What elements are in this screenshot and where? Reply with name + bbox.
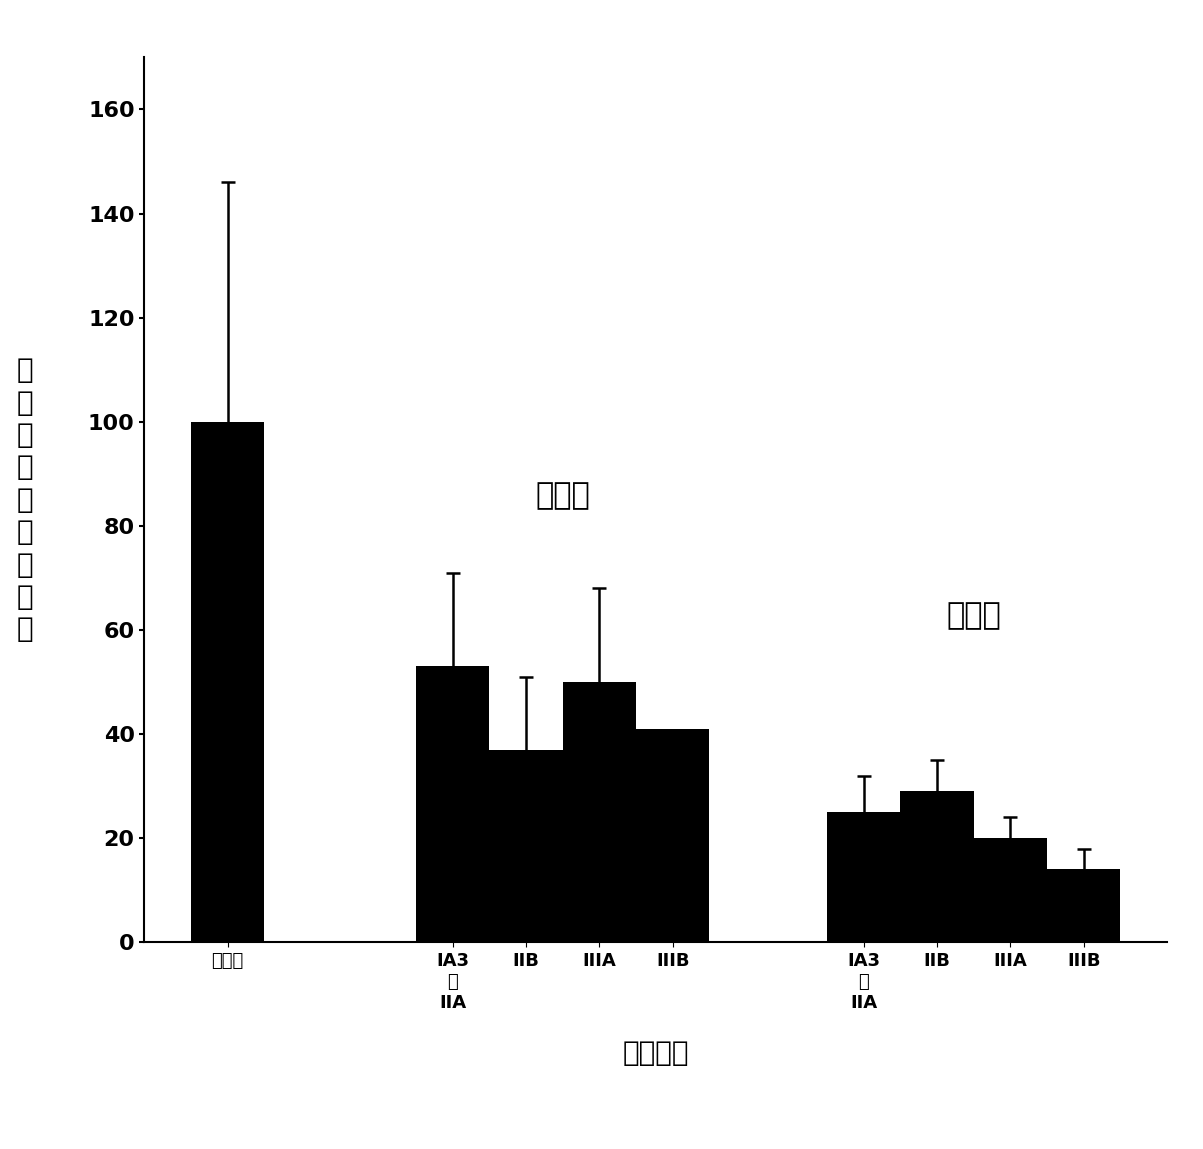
Text: 肺鳞癌: 肺鳞癌	[947, 601, 1001, 630]
Bar	[191, 422, 265, 942]
Bar	[416, 666, 490, 942]
Bar	[563, 683, 636, 942]
Bar	[490, 749, 563, 942]
X-axis label: 肺癌分期: 肺癌分期	[622, 1040, 689, 1067]
Bar	[1047, 870, 1120, 942]
Bar	[900, 792, 973, 942]
Text: 肺腺癌: 肺腺癌	[535, 481, 589, 510]
Bar	[973, 838, 1047, 942]
Bar	[636, 728, 710, 942]
Bar	[826, 812, 900, 942]
Y-axis label: 正
常
组
织
自
荧
光
强
度: 正 常 组 织 自 荧 光 强 度	[17, 356, 34, 643]
